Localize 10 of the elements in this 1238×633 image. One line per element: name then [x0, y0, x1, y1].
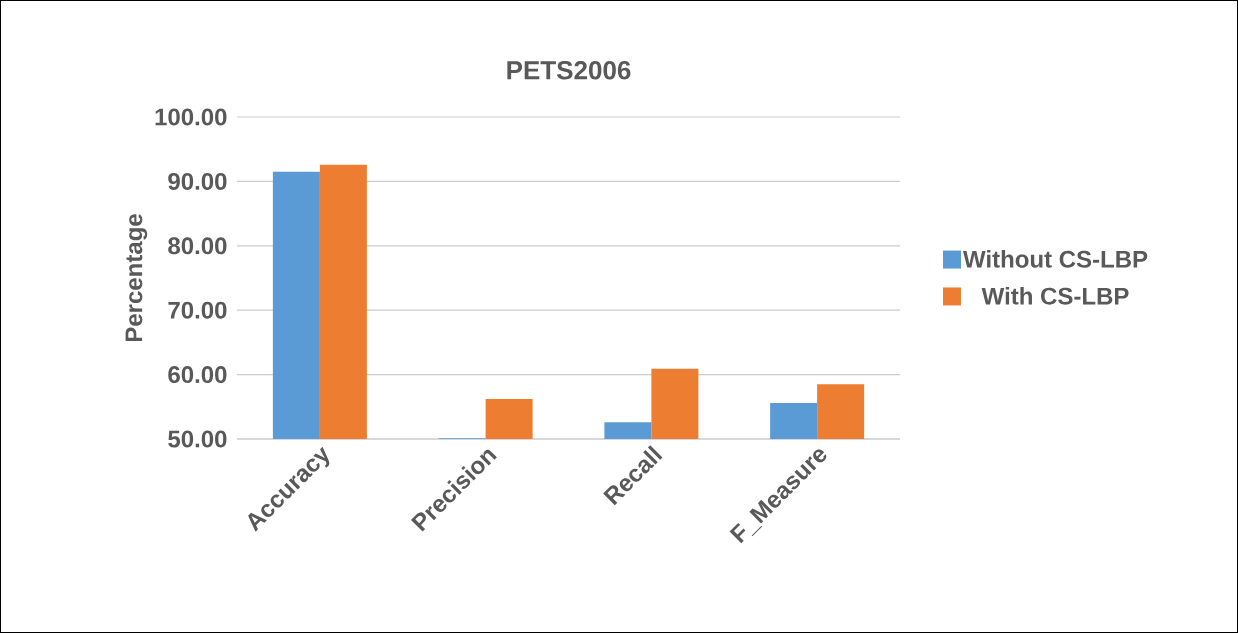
y-axis-title: Percentage: [125, 214, 148, 342]
y-tick-label: 50.00: [168, 430, 227, 448]
y-tick-label: 90.00: [168, 172, 227, 190]
y-tick-label: 100.00: [155, 108, 227, 126]
y-tick-label: 80.00: [168, 237, 227, 255]
legend-label: Without CS-LBP: [963, 250, 1148, 268]
legend-label: With CS-LBP: [981, 287, 1129, 305]
y-tick-label: 70.00: [168, 301, 227, 319]
y-tick-label: 60.00: [168, 366, 227, 384]
chart-title: PETS2006: [507, 61, 631, 80]
